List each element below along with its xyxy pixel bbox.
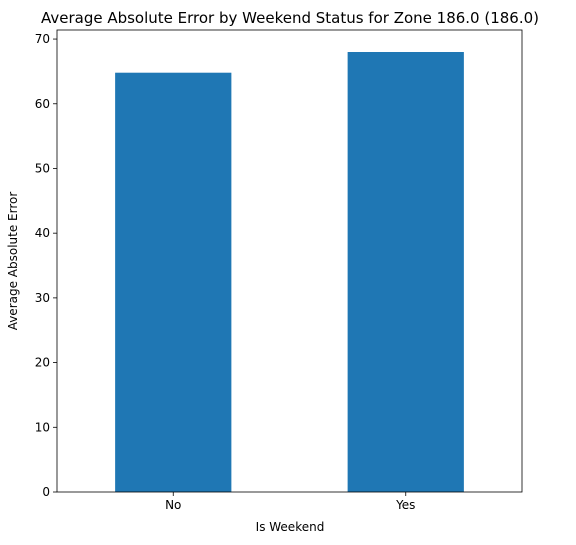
y-axis-label: Average Absolute Error [6,192,20,331]
y-tick-label: 70 [35,32,50,46]
y-tick-label: 0 [42,485,50,499]
x-axis-label: Is Weekend [256,520,325,534]
axes-frame [56,29,523,493]
x-tick-label: No [165,498,181,512]
y-tick-label: 20 [35,356,50,370]
plot-area: 0 10 20 30 40 50 60 70 No Yes [35,29,523,512]
x-tick-label: Yes [395,498,415,512]
x-axis-ticks: No Yes [165,492,415,512]
chart-title: Average Absolute Error by Weekend Status… [41,9,539,27]
y-tick-label: 50 [35,161,50,175]
y-tick-label: 10 [35,420,50,434]
y-tick-label: 60 [35,97,50,111]
bar-yes [347,52,464,492]
y-axis-ticks: 0 10 20 30 40 50 60 70 [35,32,57,499]
bar-no [115,72,232,493]
y-tick-label: 40 [35,226,50,240]
bars-group [115,52,464,493]
y-tick-label: 30 [35,291,50,305]
